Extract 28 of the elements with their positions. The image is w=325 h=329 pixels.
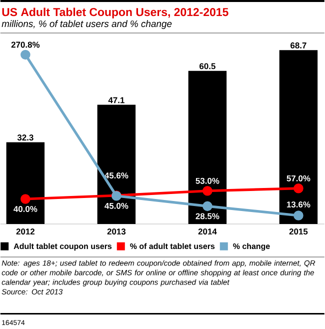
bar — [188, 70, 227, 224]
data-label: 28.5% — [196, 213, 220, 220]
data-label: 270.8% — [11, 42, 40, 48]
chart-subtitle: millions, % of tablet users and % change — [2, 20, 172, 29]
data-label: 47.1 — [108, 97, 125, 104]
data-label: 53.0% — [196, 178, 220, 184]
data-label: 45.0% — [104, 202, 128, 209]
point — [20, 50, 30, 60]
x-tick-label: 2014 — [198, 228, 217, 235]
chart-title: US Adult Tablet Coupon Users, 2012-2015 — [2, 8, 228, 18]
data-label: 40.0% — [14, 206, 38, 212]
point — [20, 194, 30, 204]
x-tick-label: 2015 — [289, 228, 308, 235]
bar — [97, 104, 136, 224]
data-label: 57.0% — [286, 175, 310, 182]
bar — [279, 50, 318, 224]
data-label: 45.6% — [104, 172, 128, 178]
data-label: 13.6% — [287, 202, 310, 208]
point — [294, 183, 304, 194]
data-label: 60.5 — [200, 63, 216, 70]
x-tick-label: 2013 — [107, 228, 126, 235]
data-label: 32.3 — [17, 134, 34, 141]
x-tick-label: 2012 — [16, 228, 35, 235]
point — [202, 201, 212, 212]
data-label: 68.7 — [290, 42, 306, 48]
point — [294, 210, 304, 220]
bar — [6, 142, 45, 224]
point — [202, 186, 212, 196]
